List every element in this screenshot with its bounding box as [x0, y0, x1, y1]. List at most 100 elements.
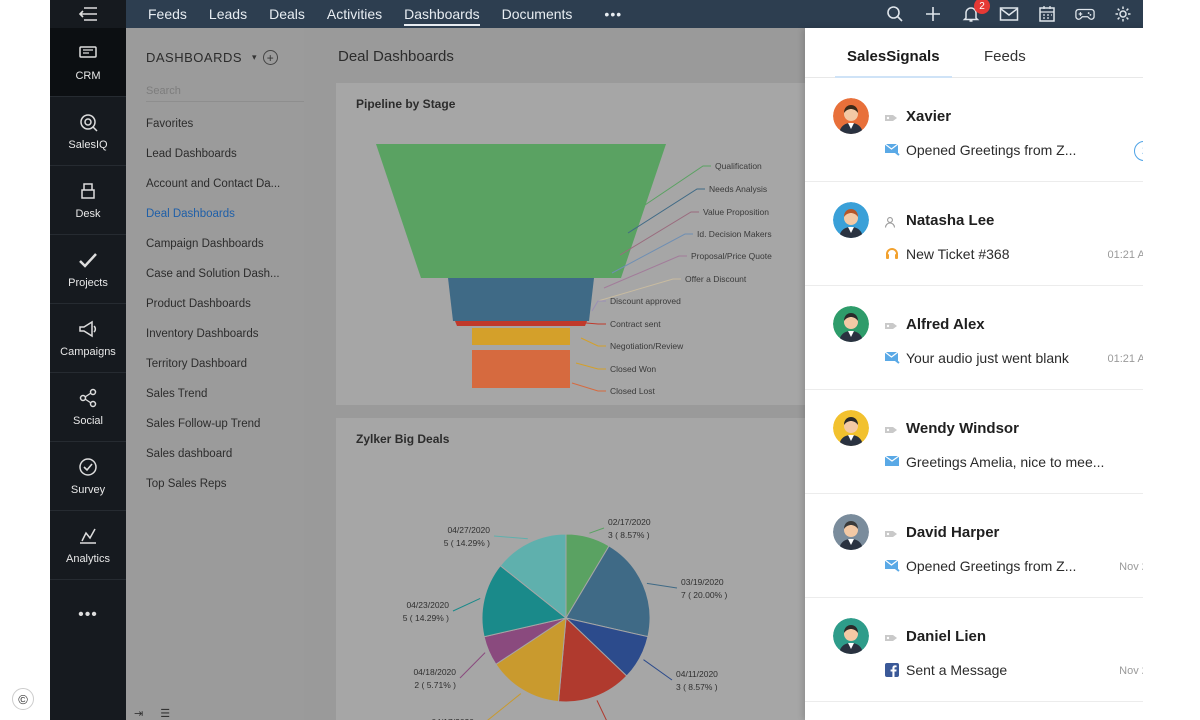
collapse-menu-button[interactable] — [50, 0, 126, 28]
nav-tab-leads[interactable]: Leads — [208, 6, 248, 22]
signal-contact-name[interactable]: Alfred Alex — [906, 316, 985, 333]
signal-item[interactable]: Natasha Lee New Ticket #368 01:21 AM — [805, 182, 1143, 286]
avatar — [833, 98, 869, 134]
pie-slice-value: 5 ( 14.29% ) — [444, 538, 490, 548]
pie-leader-line — [493, 535, 528, 540]
signal-contact-name[interactable]: David Harper — [906, 524, 1000, 541]
funnel-segment[interactable] — [448, 278, 594, 321]
signal-timestamp: Nov 21 — [1119, 665, 1143, 677]
rail-item-social[interactable]: Social — [50, 373, 126, 442]
tab-salessignals[interactable]: SalesSignals — [835, 48, 952, 78]
signal-message: Your audio just went blank — [906, 350, 1069, 366]
sidebar-item-favorites[interactable]: Favorites — [146, 118, 194, 130]
sidebar-title: DASHBOARDS — [146, 50, 243, 65]
list-view-icon[interactable]: ☰ — [160, 708, 171, 720]
signal-item[interactable]: Wendy Windsor Greetings Amelia, nice to m… — [805, 390, 1143, 494]
crm-icon — [77, 42, 99, 64]
sidebar-footer-icons: ⇥ ☰ — [134, 707, 170, 720]
sidebar-item-campaign-dashboards[interactable]: Campaign Dashboards — [146, 238, 264, 250]
sidebar-item-account-and-contact-da[interactable]: Account and Contact Da... — [146, 178, 281, 190]
signal-item[interactable]: Alfred Alex Your audio just went blank 01:… — [805, 286, 1143, 390]
sidebar-item-top-sales-reps[interactable]: Top Sales Reps — [146, 478, 227, 490]
funnel-stage-label: Qualification — [715, 161, 762, 171]
funnel-leader-line — [627, 188, 705, 234]
mail-icon[interactable] — [999, 4, 1019, 24]
dashboard-search-input[interactable]: Search — [146, 80, 306, 102]
pie-slice[interactable] — [495, 617, 567, 703]
game-controller-icon[interactable] — [1075, 4, 1095, 24]
signal-contact-name[interactable]: Xavier — [906, 108, 952, 125]
sidebar-item-territory-dashboard[interactable]: Territory Dashboard — [146, 358, 247, 370]
sidebar-item-sales-dashboard[interactable]: Sales dashboard — [146, 448, 233, 460]
pie-leader-line — [646, 582, 678, 589]
notification-count-badge: 2 — [974, 0, 990, 14]
sidebar-item-deal-dashboards[interactable]: Deal Dashboards — [146, 208, 235, 220]
panel-tabs: SalesSignals Feeds × — [805, 28, 1143, 78]
sidebar-item-product-dashboards[interactable]: Product Dashboards — [146, 298, 251, 310]
sidebar-item-case-and-solution-dash[interactable]: Case and Solution Dash... — [146, 268, 280, 280]
tag-icon — [884, 631, 898, 643]
search-icon[interactable] — [885, 4, 905, 24]
rail-item-label: Survey — [70, 484, 106, 496]
analytics-icon — [77, 525, 99, 547]
pie-slice-label: 04/11/2020 — [676, 669, 718, 679]
dropdown-caret-icon[interactable]: ▾ — [252, 52, 258, 62]
funnel-stage-label: Value Proposition — [703, 207, 769, 217]
rail-item-survey[interactable]: Survey — [50, 442, 126, 511]
pie-slice[interactable] — [481, 564, 568, 638]
nav-tab-dashboards[interactable]: Dashboards — [404, 0, 480, 28]
funnel-leader-line — [580, 337, 606, 347]
calendar-icon[interactable] — [1037, 4, 1057, 24]
rail-item-desk[interactable]: Desk — [50, 166, 126, 235]
signal-contact-name[interactable]: Wendy Windsor — [906, 420, 1019, 437]
signal-timestamp: 01:21 AM — [1107, 249, 1143, 261]
more-apps-button[interactable]: ••• — [78, 606, 98, 623]
nav-more-button[interactable]: ••• — [604, 6, 623, 22]
sidebar-item-inventory-dashboards[interactable]: Inventory Dashboards — [146, 328, 259, 340]
pie-slice-value: 3 ( 8.57% ) — [608, 530, 650, 540]
signal-item[interactable]: David Harper Opened Greetings from Z... No… — [805, 494, 1143, 598]
rail-item-salesiq[interactable]: SalesIQ — [50, 97, 126, 166]
signal-item[interactable]: Xavier Opened Greetings from Z... 2 — [805, 78, 1143, 182]
signal-message: New Ticket #368 — [906, 246, 1010, 262]
nav-tab-activities[interactable]: Activities — [326, 6, 383, 22]
avatar — [833, 514, 869, 550]
nav-tab-feeds[interactable]: Feeds — [148, 6, 187, 22]
notifications-bell-icon[interactable]: 2 — [961, 0, 990, 24]
signal-timestamp: Nov 23 — [1119, 561, 1143, 573]
funnel-stage-label: Proposal/Price Quote — [691, 251, 772, 261]
pie-leader-line — [459, 652, 486, 679]
funnel-segment[interactable] — [472, 328, 570, 345]
rail-item-campaigns[interactable]: Campaigns — [50, 304, 126, 373]
collapse-sidebar-icon[interactable]: ⇥ — [134, 708, 144, 720]
pie-slice[interactable] — [565, 545, 651, 638]
signal-item[interactable]: Daniel Lien Sent a Message Nov 21 — [805, 598, 1143, 702]
pie-slice[interactable] — [499, 533, 567, 620]
signal-contact-name[interactable]: Natasha Lee — [906, 212, 995, 229]
add-dashboard-icon[interactable]: + — [263, 50, 279, 65]
sidebar-item-lead-dashboards[interactable]: Lead Dashboards — [146, 148, 237, 160]
funnel-leader-line — [585, 322, 606, 325]
pie-slice[interactable] — [557, 616, 628, 703]
card-title-big-deals: Zylker Big Deals — [356, 432, 450, 446]
rail-item-crm[interactable]: CRM — [50, 28, 126, 97]
sidebar-item-sales-follow-up-trend[interactable]: Sales Follow-up Trend — [146, 418, 261, 430]
signal-contact-name[interactable]: Daniel Lien — [906, 628, 987, 645]
nav-tab-deals[interactable]: Deals — [269, 6, 305, 22]
sidebar-item-sales-trend[interactable]: Sales Trend — [146, 388, 208, 400]
funnel-segment[interactable] — [472, 350, 570, 388]
add-icon[interactable] — [923, 4, 943, 24]
nav-tab-documents[interactable]: Documents — [501, 6, 573, 22]
signal-message: Greetings Amelia, nice to mee... — [906, 454, 1105, 470]
rail-item-projects[interactable]: Projects — [50, 235, 126, 304]
funnel-segment[interactable] — [376, 144, 666, 278]
tab-feeds[interactable]: Feeds — [984, 48, 1026, 65]
menu-collapse-icon — [78, 7, 97, 21]
funnel-segment[interactable] — [455, 321, 587, 326]
rail-item-label: CRM — [75, 70, 101, 82]
social-icon — [77, 387, 99, 409]
rail-item-label: Desk — [75, 208, 101, 220]
rail-item-analytics[interactable]: Analytics — [50, 511, 126, 580]
settings-gear-icon[interactable] — [1113, 4, 1133, 24]
